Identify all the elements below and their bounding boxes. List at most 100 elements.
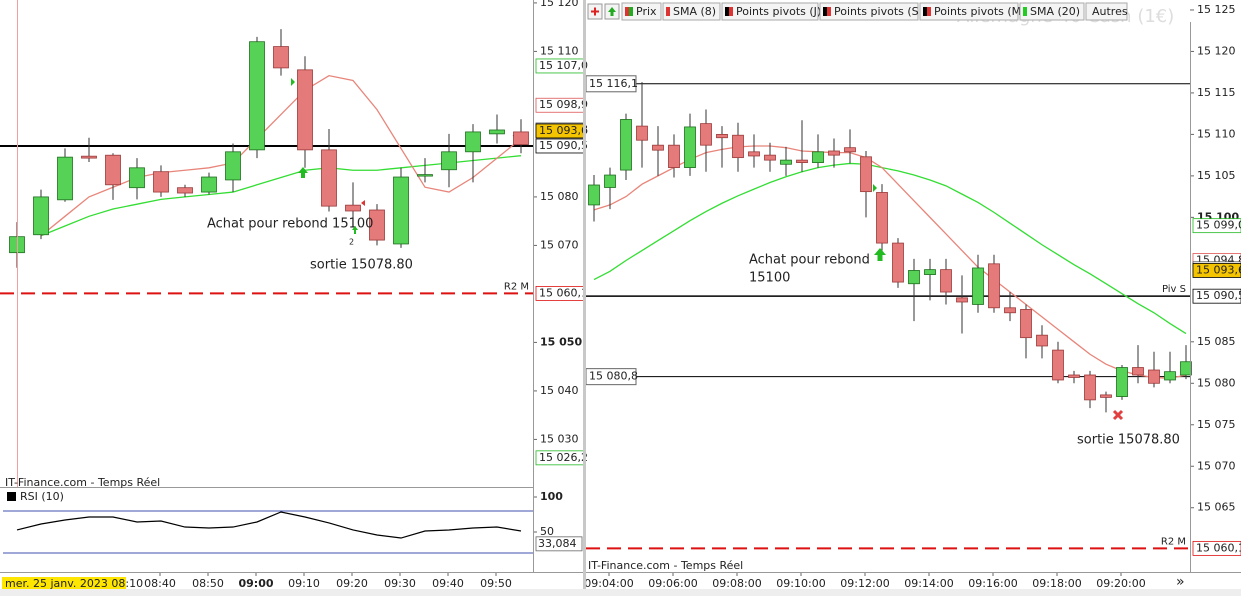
y-tick-label: 15 110 (1197, 127, 1236, 140)
x-tick-label: 09:12:00 (840, 577, 889, 590)
candle-body (57, 156, 73, 201)
candle-body (1100, 394, 1112, 398)
candle-body (1068, 374, 1080, 378)
up-icon (608, 7, 616, 16)
toolbar-button[interactable] (1085, 2, 1128, 21)
candle-body (1116, 367, 1128, 397)
button-icon (729, 7, 733, 16)
candle-body (748, 151, 760, 157)
button-icon (823, 7, 827, 16)
x-tick-label: 09:14:00 (904, 577, 953, 590)
candle-body (1020, 309, 1032, 339)
button-icon (725, 7, 729, 16)
rsi-current (535, 536, 583, 552)
candle-body (620, 119, 632, 171)
y-tick-label: 15 120 (1197, 44, 1236, 57)
candle-body (828, 150, 840, 156)
button-icon (923, 7, 927, 16)
x-tick-label: 08:40 (144, 577, 176, 590)
price-marker (1192, 288, 1241, 304)
annotation: sortie 15078.80 (1077, 433, 1180, 448)
y-tick-label: 15 120 (540, 0, 579, 9)
candle-body (700, 123, 712, 146)
toolbar-button[interactable] (819, 2, 919, 21)
candle-body (393, 176, 409, 245)
toolbar-button[interactable] (919, 2, 1019, 21)
rsi-name: RSI (10) (20, 490, 64, 503)
candle-body (988, 263, 1000, 309)
candle-body (860, 156, 872, 193)
candle-body (812, 151, 824, 164)
price-marker (1192, 218, 1241, 234)
window-divider (583, 0, 586, 596)
signal-tick (291, 78, 295, 86)
y-tick-label: 15 030 (540, 432, 579, 445)
annotation: sortie 15078.80 (310, 258, 413, 273)
toolbar-label: Points pivots (M) (934, 5, 1025, 18)
candle-body (588, 184, 600, 206)
candle-body (940, 269, 952, 293)
candle-body (1164, 371, 1176, 381)
candle-body (513, 131, 529, 145)
level-label: 15 116,1 (589, 77, 638, 90)
y-tick-label: 15 070 (540, 238, 579, 251)
candle-body (668, 144, 680, 168)
candle-body (177, 187, 193, 194)
scroll-button[interactable]: » (1176, 574, 1185, 590)
candle-body (297, 69, 313, 151)
candle-body (129, 167, 145, 189)
candle-body (273, 46, 289, 69)
date-box (2, 577, 126, 591)
candle-body (764, 154, 776, 161)
y-tick-label: 15 125 (1197, 3, 1236, 16)
candle-body (1036, 334, 1048, 347)
toolbar-label: SMA (20) (1030, 5, 1080, 18)
candle-body (369, 209, 385, 241)
toolbar-label: Autres (1092, 5, 1128, 18)
x-tick-label: 09:20:00 (1096, 577, 1145, 590)
button-icon (827, 7, 831, 16)
x-tick-label: 09:00 (238, 577, 273, 590)
toolbar-button[interactable] (1019, 2, 1085, 21)
y-tick-label: 15 085 (1197, 335, 1236, 348)
x-tick-label: 09:10 (288, 577, 320, 590)
y-tick-label: 15 080 (540, 190, 579, 203)
rsi-current-label: 33,084 (538, 537, 577, 550)
y-tick-label: 15 070 (1197, 459, 1236, 472)
toolbar-label: Points pivots (S) (834, 5, 923, 18)
button-icon (629, 7, 633, 16)
candle-body (876, 192, 888, 244)
x-tick-label: 09:50 (480, 577, 512, 590)
x-tick-label: 09:30 (384, 577, 416, 590)
source: IT-Finance.com - Temps Réel (588, 559, 743, 572)
source: IT-Finance.com - Temps Réel (5, 476, 160, 489)
candle-body (684, 126, 696, 168)
annotation: 15100 (749, 271, 790, 286)
y-tick-label: 15 065 (1197, 501, 1236, 514)
candle-body (844, 147, 856, 153)
buy-arrow (298, 167, 308, 178)
toolbar-button[interactable] (662, 2, 721, 21)
candle-body (956, 297, 968, 303)
candle-body (417, 174, 433, 177)
candle-body (780, 159, 792, 165)
signal-tick (873, 184, 877, 192)
price-marker-label: 15 090,5 (539, 139, 588, 152)
button-icon (927, 7, 931, 16)
price-marker-label: 15 090,5 (1196, 289, 1241, 302)
toolbar-button[interactable] (721, 2, 819, 21)
candle-body (225, 151, 241, 181)
x-tick-label: 09:06:00 (648, 577, 697, 590)
button-icon (625, 7, 629, 16)
x-tick-label: mer. 25 janv. 2023 08:10 (5, 577, 143, 590)
price-marker (1192, 263, 1241, 278)
moving-average (593, 162, 1187, 335)
exit-cross (1112, 409, 1124, 421)
x-tick-label: 09:20 (336, 577, 368, 590)
candle-body (1052, 349, 1064, 381)
x-tick-label: 09:08:00 (712, 577, 761, 590)
y-tick-label: 15 080 (1197, 376, 1236, 389)
level-label: R2 M (1161, 536, 1186, 547)
